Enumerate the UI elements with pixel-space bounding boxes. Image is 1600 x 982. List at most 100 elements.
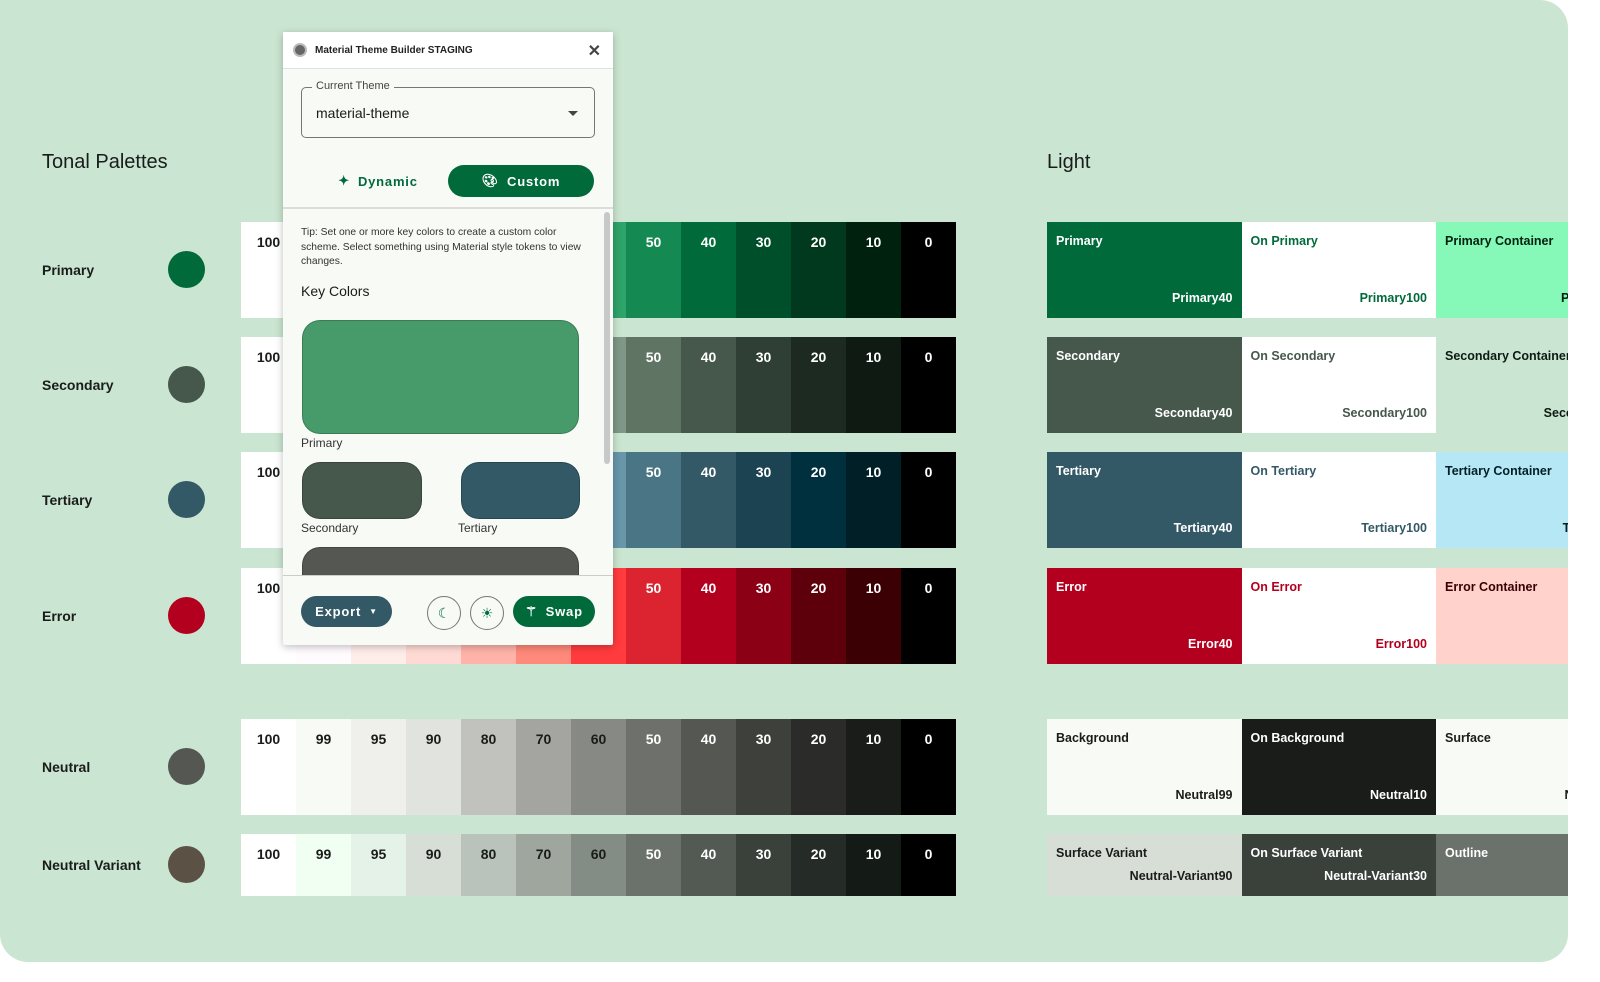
tone-cell-50[interactable]: 50 [626,568,681,664]
secondary-key-color-dot[interactable] [168,366,205,403]
tertiary-row-label: Tertiary [42,492,93,508]
tone-cell-0[interactable]: 0 [901,337,956,433]
tone-cell-90[interactable]: 90 [406,719,461,815]
tone-cell-60[interactable]: 60 [571,719,626,815]
tone-cell-70[interactable]: 70 [516,834,571,896]
role-name: On Tertiary [1250,464,1317,478]
tone-cell-0[interactable]: 0 [901,719,956,815]
secondary-swatch[interactable]: Secondary Secondary40 [1047,337,1242,433]
custom-tab[interactable]: 🎨︎ Custom [448,165,594,197]
neutral-variant-row-label: Neutral Variant [42,857,141,873]
error-key-color-dot[interactable] [168,597,205,634]
dark-mode-button[interactable]: ☾ [427,596,461,630]
export-button[interactable]: Export ▼ [301,596,392,627]
tone-cell-20[interactable]: 20 [791,222,846,318]
tone-cell-20[interactable]: 20 [791,834,846,896]
tone-cell-10[interactable]: 10 [846,222,901,318]
tone-cell-80[interactable]: 80 [461,834,516,896]
tertiary-key-color-dot[interactable] [168,481,205,518]
primary-key-swatch[interactable] [302,320,579,434]
tone-cell-70[interactable]: 70 [516,719,571,815]
tone-cell-100[interactable]: 100 [241,719,296,815]
tone-cell-80[interactable]: 80 [461,719,516,815]
background-swatch[interactable]: Background Neutral99 [1047,719,1242,815]
tone-cell-20[interactable]: 20 [791,719,846,815]
tone-cell-0[interactable]: 0 [901,568,956,664]
secondary-container-swatch[interactable]: Secondary Container Secondary90 [1436,337,1568,433]
tone-cell-60[interactable]: 60 [571,834,626,896]
tone-cell-0[interactable]: 0 [901,834,956,896]
on-background-swatch[interactable]: On Background Neutral10 [1241,719,1436,815]
tone-cell-40[interactable]: 40 [681,337,736,433]
tone-cell-0[interactable]: 0 [901,222,956,318]
tone-cell-50[interactable]: 50 [626,452,681,548]
tone-cell-50[interactable]: 50 [626,222,681,318]
primary-container-swatch[interactable]: Primary Container Primary90 [1436,222,1568,318]
tertiary-key-swatch[interactable] [461,462,580,519]
current-theme-select[interactable]: Current Theme material-theme [301,80,595,138]
tone-cell-10[interactable]: 10 [846,337,901,433]
tertiary-swatch-label: Tertiary [458,521,498,535]
tertiary-container-swatch[interactable]: Tertiary Container Tertiary90 [1436,452,1568,548]
scheme-row: Primary Primary40 On Primary Primary100 Prim… [1047,222,1568,318]
tone-cell-0[interactable]: 0 [901,452,956,548]
tone-cell-99[interactable]: 99 [296,719,351,815]
tone-cell-50[interactable]: 50 [626,834,681,896]
tone-cell-95[interactable]: 95 [351,719,406,815]
tone-cell-50[interactable]: 50 [626,337,681,433]
tone-cell-90[interactable]: 90 [406,834,461,896]
tone-cell-30[interactable]: 30 [736,834,791,896]
neutral-variant-key-color-dot[interactable] [168,846,205,883]
outline-swatch[interactable]: Outline [1436,834,1568,896]
tone-cell-20[interactable]: 20 [791,568,846,664]
close-icon[interactable]: ✕ [587,43,601,60]
panel-header: Material Theme Builder STAGING ✕ [283,32,613,69]
on-surface-variant-swatch[interactable]: On Surface Variant Neutral-Variant30 [1241,834,1436,896]
scrollbar[interactable] [604,212,610,464]
tone-cell-10[interactable]: 10 [846,834,901,896]
tone-cell-40[interactable]: 40 [681,452,736,548]
tone-cell-40[interactable]: 40 [681,834,736,896]
role-name: On Secondary [1250,349,1336,363]
light-mode-button[interactable]: ☀ [470,596,504,630]
canvas: Tonal Palettes Light Primary100999590807… [0,0,1568,962]
tone-cell-100[interactable]: 100 [241,834,296,896]
tone-cell-95[interactable]: 95 [351,834,406,896]
dynamic-tab[interactable]: ✦ Dynamic [323,165,433,197]
tone-cell-30[interactable]: 30 [736,452,791,548]
secondary-key-swatch[interactable] [302,462,422,519]
surface-variant-swatch[interactable]: Surface Variant Neutral-Variant90 [1047,834,1242,896]
scheme-row: Background Neutral99 On Background Neutral1… [1047,719,1568,815]
tone-cell-30[interactable]: 30 [736,222,791,318]
neutral-tonal-row: 100 99 95 90 80 70 60 50 40 30 20 10 0 [241,719,956,815]
tone-cell-30[interactable]: 30 [736,568,791,664]
tone-cell-40[interactable]: 40 [681,568,736,664]
tertiary-swatch[interactable]: Tertiary Tertiary40 [1047,452,1242,548]
error-container-swatch[interactable]: Error Container [1436,568,1568,664]
on-error-swatch[interactable]: On Error Error100 [1241,568,1436,664]
error-swatch[interactable]: Error Error40 [1047,568,1242,664]
surface-swatch[interactable]: Surface Neutral99 [1436,719,1568,815]
on-primary-swatch[interactable]: On Primary Primary100 [1241,222,1436,318]
neutral-key-color-dot[interactable] [168,748,205,785]
tone-cell-40[interactable]: 40 [681,719,736,815]
role-name: Background [1056,731,1129,745]
on-secondary-swatch[interactable]: On Secondary Secondary100 [1241,337,1436,433]
on-tertiary-swatch[interactable]: On Tertiary Tertiary100 [1241,452,1436,548]
tone-cell-10[interactable]: 10 [846,719,901,815]
primary-swatch[interactable]: Primary Primary40 [1047,222,1242,318]
swap-button[interactable]: ⚚ Swap [513,596,595,627]
tone-cell-10[interactable]: 10 [846,452,901,548]
tone-cell-50[interactable]: 50 [626,719,681,815]
error-row-label: Error [42,608,77,624]
tone-cell-40[interactable]: 40 [681,222,736,318]
tone-cell-30[interactable]: 30 [736,719,791,815]
tone-cell-20[interactable]: 20 [791,337,846,433]
primary-key-color-dot[interactable] [168,251,205,288]
tone-cell-10[interactable]: 10 [846,568,901,664]
tone-cell-30[interactable]: 30 [736,337,791,433]
role-name: Secondary Container [1445,349,1568,363]
tone-cell-99[interactable]: 99 [296,834,351,896]
tone-cell-20[interactable]: 20 [791,452,846,548]
neutral-key-swatch[interactable] [302,547,579,575]
